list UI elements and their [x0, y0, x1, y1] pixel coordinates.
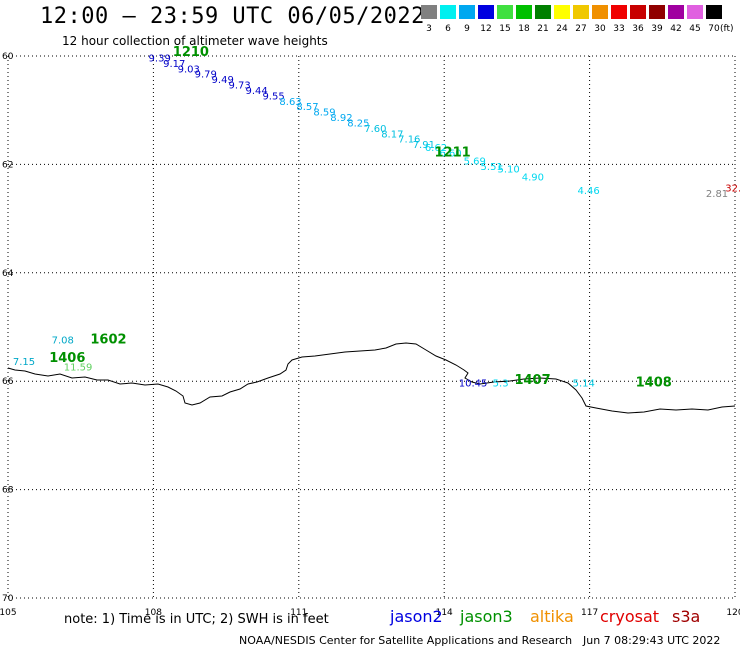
wave-height-value: 7.91 [413, 140, 435, 151]
wave-height-value: 6.60 [439, 148, 461, 159]
legend-swatch [687, 5, 703, 19]
lon-tick-label: 114 [436, 608, 453, 618]
wave-height-value: 11.59 [64, 362, 93, 373]
pass-time-label: 1408 [636, 376, 672, 391]
wave-height-value: 9.73 [229, 81, 251, 92]
legend-label: 27 [575, 24, 587, 34]
legend-swatch [554, 5, 570, 19]
wave-height-value: 4.90 [522, 173, 544, 184]
legend-label: 12 [480, 24, 492, 34]
wave-height-value: 8.57 [296, 102, 318, 113]
wave-height-value: 9.49 [212, 75, 234, 86]
wave-height-value: 9.79 [195, 70, 217, 81]
wave-height-value: 9.44 [245, 86, 267, 97]
wave-height-value: 8.63 [279, 97, 301, 108]
lon-tick-label: 108 [145, 608, 162, 618]
legend-label: 30 [594, 24, 606, 34]
legend-label: 3 [426, 24, 432, 34]
legend-swatch [649, 5, 665, 19]
legend-label: 21 [537, 24, 549, 34]
legend-swatch [440, 5, 456, 19]
wave-height-value: 5.51 [481, 162, 503, 173]
legend-swatch [478, 5, 494, 19]
legend-label: 36 [632, 24, 644, 34]
wave-height-value: 9.39 [149, 53, 171, 64]
wave-height-value: 8.17 [381, 129, 403, 140]
legend-swatch [573, 5, 589, 19]
legend-label: 15 [499, 24, 511, 34]
lat-tick-label: 64 [2, 269, 14, 279]
satellite-cryosat: cryosat [600, 607, 660, 626]
note-text: note: 1) Time is in UTC; 2) SWH is in fe… [64, 612, 329, 627]
coastline [7, 342, 736, 414]
legend-swatch [497, 5, 513, 19]
wave-height-value: 7.60 [364, 124, 386, 135]
legend-swatch [592, 5, 608, 19]
wave-height-value: 5.10 [498, 165, 520, 176]
legend-label: 6 [445, 24, 451, 34]
lat-tick-label: 66 [2, 377, 14, 387]
wave-height-value: 6.62 [425, 143, 447, 154]
lon-tick-label: 111 [290, 608, 307, 618]
lat-tick-label: 60 [2, 52, 14, 62]
lon-tick-label: 117 [581, 608, 598, 618]
legend-swatch [459, 5, 475, 19]
wave-height-value: 5.3 [493, 379, 509, 390]
legend-swatch [611, 5, 627, 19]
map-title: 12:00 – 23:59 UTC 06/05/2022 [40, 4, 425, 29]
legend-label: 70 [708, 24, 720, 34]
legend-label: 9 [464, 24, 470, 34]
wave-height-value: 4.46 [577, 186, 599, 197]
legend-swatch [668, 5, 684, 19]
legend-unit: (ft) [720, 24, 734, 34]
wave-height-value: 9.55 [262, 91, 284, 102]
pass-time-label: 1602 [90, 332, 126, 347]
legend-swatch [630, 5, 646, 19]
map-subtitle: 12 hour collection of altimeter wave hei… [62, 34, 328, 48]
wave-height-value: 5.69 [464, 156, 486, 167]
wave-height-value: 7.15 [13, 357, 35, 368]
lat-tick-label: 68 [2, 486, 14, 496]
wave-height-value: 8.25 [347, 118, 369, 129]
wave-height-value: 8.59 [313, 108, 335, 119]
lon-tick-label: 120 [726, 608, 740, 618]
legend-label: 39 [651, 24, 663, 34]
wave-height-value: 8.92 [330, 113, 352, 124]
lon-tick-label: 105 [0, 608, 17, 618]
wave-height-value: 7.16 [398, 135, 420, 146]
satellite-s3a: s3a [672, 607, 701, 626]
pass-time-label: 1210 [173, 45, 209, 60]
wave-height-labels: 9.399.179.039.799.499.739.449.558.638.57… [13, 45, 740, 391]
legend-swatch [516, 5, 532, 19]
legend-label: 24 [556, 24, 568, 34]
credit-text: NOAA/NESDIS Center for Satellite Applica… [239, 634, 573, 647]
pass-time-label: 1407 [514, 373, 550, 388]
wave-height-value: 7.08 [52, 335, 74, 346]
generated-timestamp: Jun 7 08:29:43 UTC 2022 [583, 634, 721, 647]
pass-time-label: 1211 [435, 145, 471, 160]
wave-height-value: 2.81 [706, 189, 728, 200]
legend-label: 33 [613, 24, 625, 34]
wave-height-value: 9.17 [163, 59, 185, 70]
satellite-jason3: jason3 [460, 607, 513, 626]
lat-lon-grid: 105 108 111 114 117 120 60 62 64 66 68 70 [0, 52, 740, 618]
legend-label: 18 [518, 24, 530, 34]
legend-swatch [706, 5, 722, 19]
lat-tick-label: 70 [2, 594, 14, 604]
legend-swatch [421, 5, 437, 19]
satellite-altika: altika [530, 607, 574, 626]
wave-height-value: 10.45 [459, 379, 488, 390]
satellite-jason2: jason2 [390, 607, 443, 626]
wave-height-value: 5.14 [573, 379, 595, 390]
legend-label: 42 [670, 24, 682, 34]
legend-label: 45 [689, 24, 701, 34]
wave-height-value: 9.03 [178, 64, 200, 75]
wave-height-value: 32.0 [725, 184, 740, 195]
pass-time-label: 1406 [49, 351, 85, 366]
lat-tick-label: 62 [2, 160, 13, 170]
legend-swatch [535, 5, 551, 19]
